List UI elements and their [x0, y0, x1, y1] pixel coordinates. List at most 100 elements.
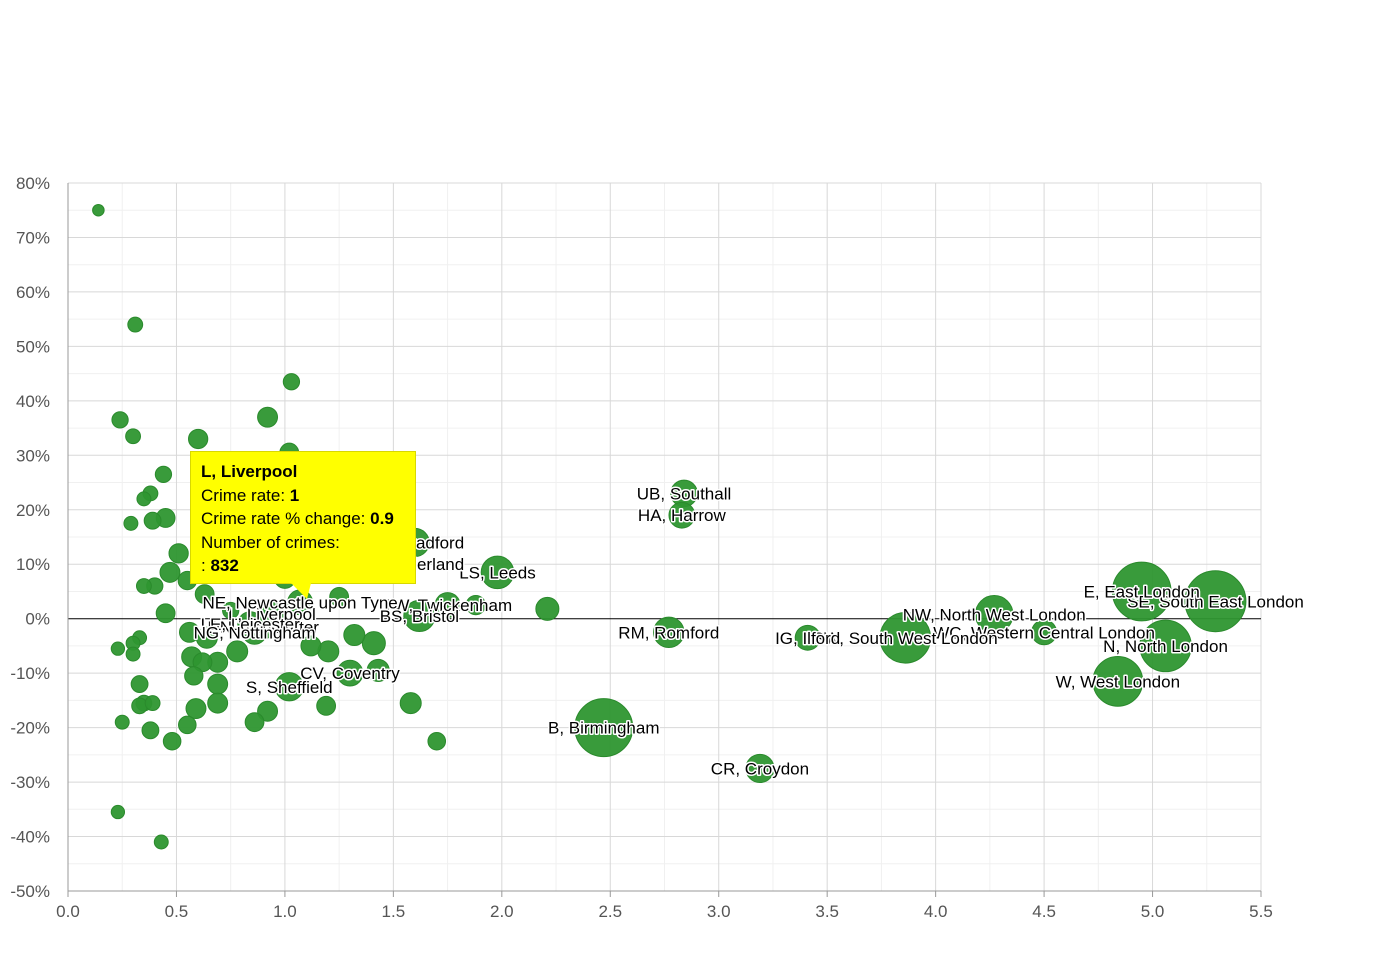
bubble — [144, 695, 161, 712]
y-tick-label: 50% — [16, 337, 50, 356]
x-tick-label: 5.0 — [1141, 902, 1165, 921]
bubble — [434, 592, 461, 619]
x-tick-label: 4.5 — [1032, 902, 1056, 921]
bubble-label: RM, Romford — [618, 623, 719, 642]
bubble — [653, 616, 685, 649]
tooltip-rate-value: 1 — [289, 485, 300, 505]
bubble — [336, 659, 364, 687]
y-tick-label: 80% — [16, 174, 50, 193]
bubble — [207, 692, 229, 714]
tooltip-pointer — [291, 583, 311, 599]
bubble — [111, 411, 129, 429]
bubble — [1139, 619, 1192, 673]
axes — [67, 183, 1261, 892]
bubble-label: LE, Leicester — [201, 615, 301, 634]
bubble-label: NE, Newcastle upon Tyne — [202, 593, 397, 612]
tooltip: L, Liverpool Crime rate: 1 Crime rate % … — [190, 451, 416, 599]
bubble — [403, 599, 436, 633]
bubble — [316, 695, 337, 716]
bubble — [480, 555, 515, 590]
bubble — [127, 316, 144, 333]
bubble-label: W, West London — [1056, 672, 1180, 691]
bubble-label: HA, Harrow — [638, 506, 727, 525]
bubble — [282, 373, 301, 391]
bubble — [329, 587, 350, 607]
bubble-label: S, Sheffield — [246, 678, 333, 697]
bubble — [135, 578, 152, 594]
bubble-label: E, East London — [1084, 582, 1200, 601]
x-tick-label: 0.0 — [56, 902, 80, 921]
x-tick-label: 4.0 — [924, 902, 948, 921]
bubble-label: SE, South East London — [1127, 592, 1304, 611]
bubble — [343, 624, 366, 647]
bubble — [125, 428, 142, 445]
bubble-label: UB, Southall — [637, 484, 732, 503]
bubble — [155, 603, 176, 624]
bubble — [399, 692, 422, 715]
bubble — [427, 731, 447, 751]
bubble — [114, 714, 130, 730]
bubble — [879, 611, 932, 664]
bubble — [1184, 570, 1247, 633]
bubble — [92, 203, 105, 217]
x-tick-label: 3.0 — [707, 902, 731, 921]
bubble-label: WC, Western Central London — [933, 623, 1155, 642]
bubble-label: CR, Croydon — [711, 759, 809, 778]
y-tick-label: 70% — [16, 228, 50, 247]
tooltip-crimes-label: Number of crimes: — [201, 532, 340, 552]
y-tick-label: -50% — [10, 882, 50, 901]
bubble-label: BS, Bristol — [380, 607, 459, 626]
bubble — [465, 594, 486, 616]
bubble — [1111, 561, 1172, 622]
bubble — [535, 596, 560, 621]
bubble — [668, 501, 696, 529]
bubble — [257, 700, 279, 722]
bubble-label: N, North London — [1103, 637, 1228, 656]
y-tick-label: -20% — [10, 719, 50, 738]
tooltip-title: L, Liverpool — [201, 462, 298, 481]
bubble — [361, 631, 386, 656]
minor-grid — [68, 183, 1261, 891]
bubble-label: TW, Twickenham — [383, 596, 512, 615]
bubble — [110, 641, 126, 656]
bubble — [178, 715, 197, 735]
x-tick-label: 0.5 — [165, 902, 189, 921]
y-tick-label: 0% — [25, 610, 50, 629]
bubble-label: DN, Doncaster — [207, 618, 319, 637]
y-tick-label: 10% — [16, 555, 50, 574]
bubble — [143, 511, 162, 530]
bubble — [244, 712, 265, 733]
bubble — [159, 561, 181, 583]
bubble-label: L, Liverpool — [228, 605, 316, 624]
bubble — [194, 584, 215, 605]
bubble — [574, 698, 634, 758]
y-axis-ticks: 80% 70% 60% 50% 40% 30% 20% 10% 0% -10% -20% -30% -4… — [10, 174, 50, 901]
bubble — [207, 673, 229, 695]
tooltip-change-label: Crime rate % change: — [201, 509, 371, 528]
bubble — [131, 697, 148, 715]
bubble-label: CV, Coventry — [300, 664, 400, 683]
bubble — [274, 672, 304, 702]
y-tick-label: -40% — [10, 828, 50, 847]
bubble-label: SW, South West London — [813, 629, 998, 648]
bubble-label: NG, Nottingham — [194, 623, 316, 642]
bubble — [110, 804, 126, 820]
x-tick-label: 1.5 — [382, 902, 406, 921]
y-tick-label: 40% — [16, 392, 50, 411]
bubble — [188, 428, 209, 450]
tooltip-rate-label: Crime rate: — [201, 485, 290, 505]
bubble — [185, 698, 207, 720]
bubble — [162, 731, 182, 751]
bubble — [136, 491, 152, 507]
bubble-label: IG, Ilford — [775, 629, 840, 648]
bubble — [226, 640, 249, 663]
bubble — [123, 515, 139, 531]
bubble — [300, 635, 322, 657]
x-tick-label: 5.5 — [1249, 902, 1273, 921]
bubble — [1031, 619, 1058, 646]
bubble — [141, 721, 160, 740]
x-tick-label: 2.5 — [598, 902, 622, 921]
bubble — [153, 834, 169, 850]
x-tick-label: 3.5 — [815, 902, 839, 921]
